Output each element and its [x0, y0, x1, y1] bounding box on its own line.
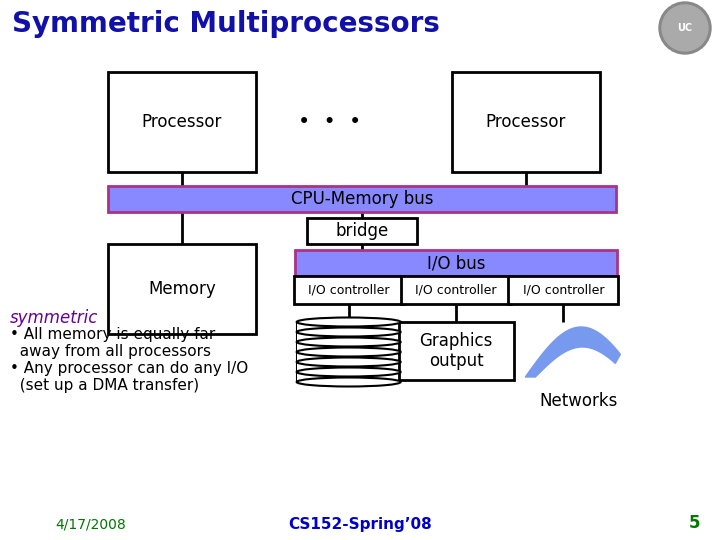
Text: Networks: Networks	[539, 392, 618, 410]
Bar	[297, 352, 400, 362]
Text: CS152-Spring’08: CS152-Spring’08	[288, 517, 432, 532]
Text: • Any processor can do any I/O
  (set up a DMA transfer): • Any processor can do any I/O (set up a…	[10, 361, 248, 394]
Ellipse shape	[297, 368, 400, 376]
Bar	[297, 372, 400, 382]
Text: 5: 5	[688, 514, 700, 532]
Ellipse shape	[297, 348, 400, 356]
Bar	[297, 332, 400, 342]
Bar	[297, 322, 400, 332]
Bar	[307, 218, 417, 244]
Bar	[297, 342, 400, 352]
Bar	[108, 186, 616, 212]
Ellipse shape	[297, 327, 400, 336]
Circle shape	[662, 5, 708, 51]
Bar	[398, 322, 513, 380]
Bar	[297, 362, 400, 372]
Text: UC: UC	[678, 23, 693, 33]
Bar	[452, 72, 600, 172]
Text: • All memory is equally far
  away from all processors: • All memory is equally far away from al…	[10, 327, 215, 360]
Ellipse shape	[297, 338, 400, 347]
Ellipse shape	[297, 377, 400, 387]
Polygon shape	[526, 327, 621, 377]
Text: Symmetric Multiprocessors: Symmetric Multiprocessors	[12, 10, 440, 38]
Text: I/O controller: I/O controller	[415, 284, 497, 296]
Text: Memory: Memory	[148, 280, 216, 298]
Text: Processor: Processor	[486, 113, 566, 131]
Bar	[401, 276, 511, 304]
Bar	[108, 244, 256, 334]
Text: I/O controller: I/O controller	[523, 284, 604, 296]
Text: Processor: Processor	[142, 113, 222, 131]
Ellipse shape	[297, 318, 400, 327]
Text: 4/17/2008: 4/17/2008	[55, 518, 126, 532]
Text: Graphics
output: Graphics output	[419, 332, 492, 370]
Circle shape	[659, 2, 711, 54]
Text: CPU-Memory bus: CPU-Memory bus	[291, 190, 433, 208]
Bar	[294, 276, 404, 304]
Ellipse shape	[297, 357, 400, 367]
Bar	[108, 72, 256, 172]
Text: •  •  •: • • •	[298, 112, 361, 132]
Text: I/O bus: I/O bus	[427, 254, 485, 272]
Bar	[295, 250, 617, 276]
Text: bridge: bridge	[336, 222, 389, 240]
Bar	[508, 276, 618, 304]
Text: symmetric: symmetric	[10, 309, 99, 327]
Text: I/O controller: I/O controller	[308, 284, 390, 296]
